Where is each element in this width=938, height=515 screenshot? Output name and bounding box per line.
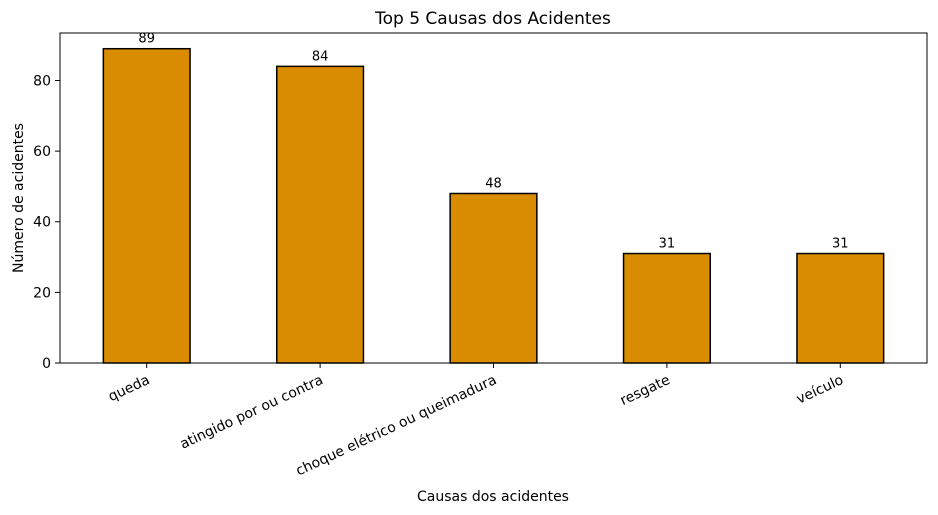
y-axis-label: Número de acidentes xyxy=(11,123,27,273)
x-tick-label: atingido por ou contra xyxy=(178,372,326,452)
x-tick-label: veículo xyxy=(794,372,846,408)
y-tick-label: 80 xyxy=(33,73,51,89)
y-tick-label: 40 xyxy=(33,215,51,231)
data-label: 48 xyxy=(485,176,502,191)
bar xyxy=(449,192,538,364)
x-tick-label: resgate xyxy=(618,372,673,409)
y-tick-label: 20 xyxy=(33,285,51,301)
data-label: 84 xyxy=(312,49,329,64)
x-tick-label: queda xyxy=(106,372,152,405)
y-tick-label: 0 xyxy=(42,356,51,372)
bar xyxy=(622,252,711,364)
y-axis: 0 20 40 60 80 xyxy=(33,73,60,372)
data-label: 89 xyxy=(138,32,155,47)
bar xyxy=(796,252,885,364)
data-label: 31 xyxy=(832,237,849,252)
plot-frame xyxy=(59,32,928,364)
y-tick-label: 60 xyxy=(33,144,51,160)
bar xyxy=(102,47,191,364)
data-label: 31 xyxy=(659,237,676,252)
chart-title: Top 5 Causas dos Acidentes xyxy=(374,9,611,29)
bars-group: 89 84 48 31 31 xyxy=(102,32,885,364)
x-axis-label: Causas dos acidentes xyxy=(417,489,569,505)
x-tick-label: choque elétrico ou queimadura xyxy=(294,372,500,479)
bar xyxy=(276,65,365,364)
